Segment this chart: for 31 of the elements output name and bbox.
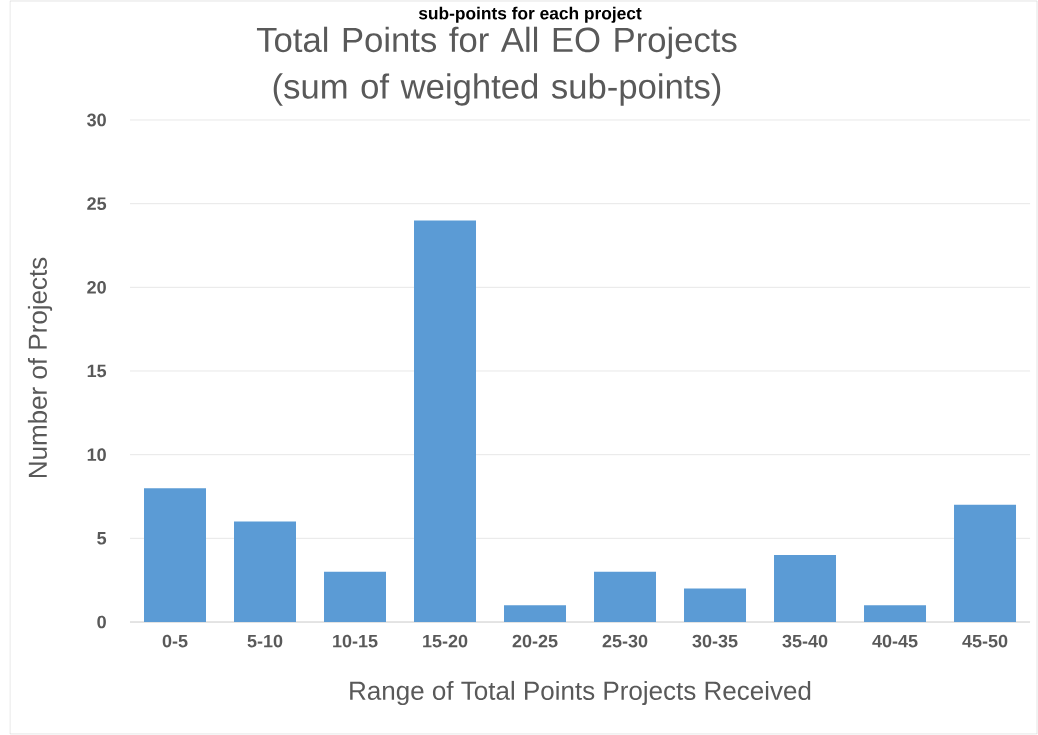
x-tick-label: 10-15 — [333, 634, 378, 648]
y-axis-title: Number of Projects — [27, 257, 53, 478]
bar — [954, 504, 1017, 622]
bar — [864, 605, 927, 622]
y-tick-label: 25 — [87, 197, 107, 211]
y-tick-label: 10 — [87, 448, 106, 462]
bar — [684, 588, 747, 622]
x-tick-label: 0-5 — [162, 634, 188, 648]
bar — [504, 605, 567, 622]
x-tick-label: 40-45 — [872, 634, 918, 648]
chart-title: Total Points for All EO Projects (sum of weighted sub-points) — [256, 26, 737, 106]
bar — [324, 571, 387, 622]
x-tick-label: 45-50 — [962, 634, 1008, 648]
bar — [234, 521, 297, 622]
y-tick-label: 5 — [97, 532, 107, 545]
y-tick-label: 30 — [87, 113, 106, 127]
bar — [144, 488, 206, 622]
x-tick-label: 35-40 — [782, 634, 828, 648]
text: sub-points for each project — [418, 6, 642, 23]
x-tick-label: 30-35 — [692, 634, 738, 648]
x-axis-title: Range of Total Points Projects Received — [350, 680, 811, 706]
bar — [774, 555, 837, 622]
y-tick-label: 0 — [97, 615, 106, 629]
x-tick-label: 20-25 — [512, 634, 558, 648]
bar — [594, 571, 657, 622]
x-tick-label: 25-30 — [602, 634, 648, 648]
y-tick-label: 15 — [87, 364, 107, 378]
bar — [414, 220, 477, 622]
x-tick-label: 5-10 — [247, 634, 283, 648]
x-tick-label: 15-20 — [423, 634, 468, 648]
y-tick-label: 20 — [87, 280, 106, 294]
